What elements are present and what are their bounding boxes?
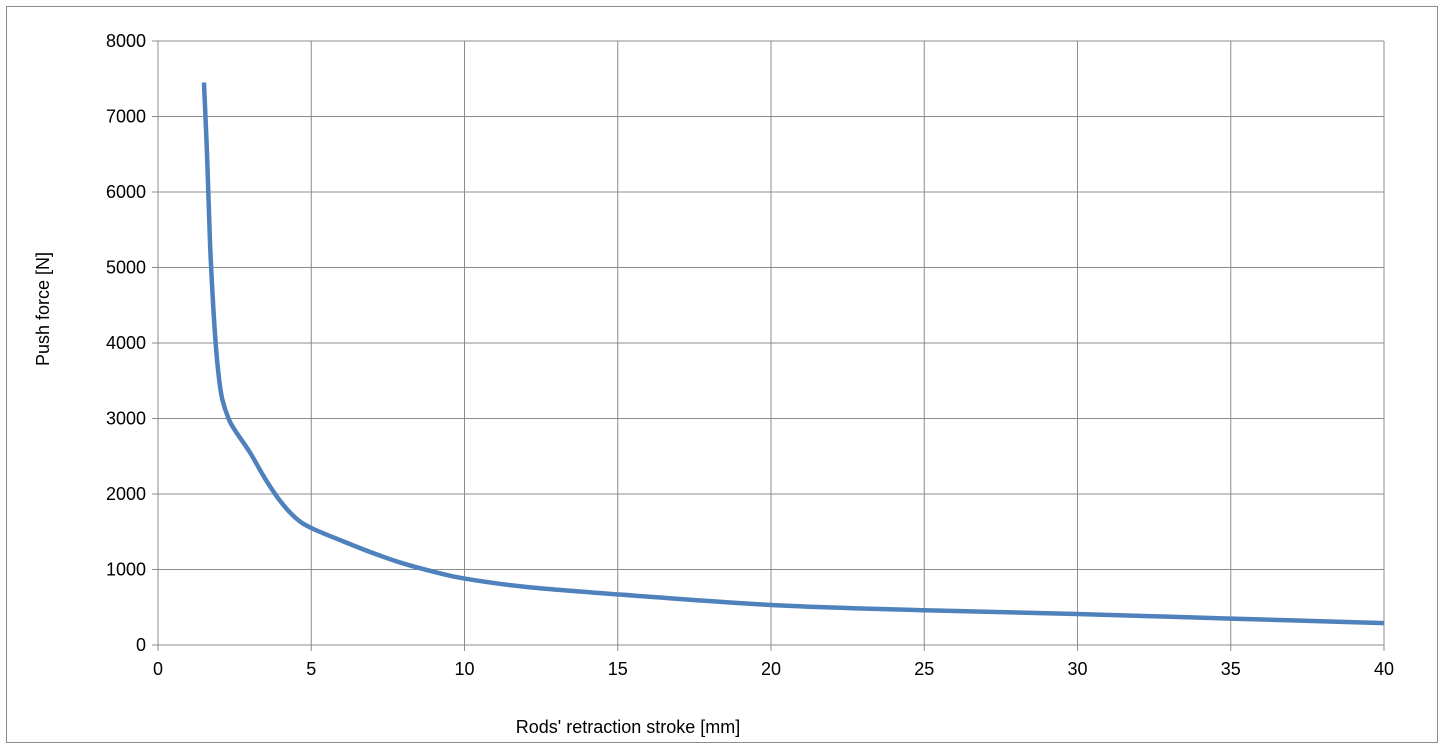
x-tick-label: 20: [761, 659, 781, 679]
x-tick-label: 10: [454, 659, 474, 679]
line-chart: 0 1000 2000 3000 4000 5000 6000 7000 8000 0 5 10 15 2…: [33, 31, 1394, 737]
y-tick-label: 8000: [106, 31, 146, 51]
grid-layer: [152, 40, 1385, 651]
series-line: [201, 82, 1385, 626]
y-tick-label: 1000: [106, 560, 146, 580]
y-tick-label: 3000: [106, 409, 146, 429]
y-tick-label: 0: [136, 635, 146, 655]
series-layer: [201, 82, 1385, 626]
y-tick-label: 7000: [106, 107, 146, 127]
tick-labels: 0 1000 2000 3000 4000 5000 6000 7000 8000 0 5 10 15 2…: [106, 31, 1394, 679]
chart-frame: 0 1000 2000 3000 4000 5000 6000 7000 8000 0 5 10 15 2…: [6, 6, 1438, 743]
y-axis-title: Push force [N]: [33, 252, 53, 366]
x-tick-label: 0: [153, 659, 163, 679]
y-tick-label: 4000: [106, 333, 146, 353]
x-tick-label: 40: [1374, 659, 1394, 679]
x-axis-title: Rods' retraction stroke [mm]: [516, 717, 741, 737]
y-tick-label: 5000: [106, 258, 146, 278]
y-tick-label: 6000: [106, 182, 146, 202]
x-tick-label: 30: [1067, 659, 1087, 679]
x-tick-label: 35: [1221, 659, 1241, 679]
y-tick-label: 2000: [106, 484, 146, 504]
x-tick-label: 15: [608, 659, 628, 679]
x-tick-label: 25: [914, 659, 934, 679]
x-tick-label: 5: [306, 659, 316, 679]
